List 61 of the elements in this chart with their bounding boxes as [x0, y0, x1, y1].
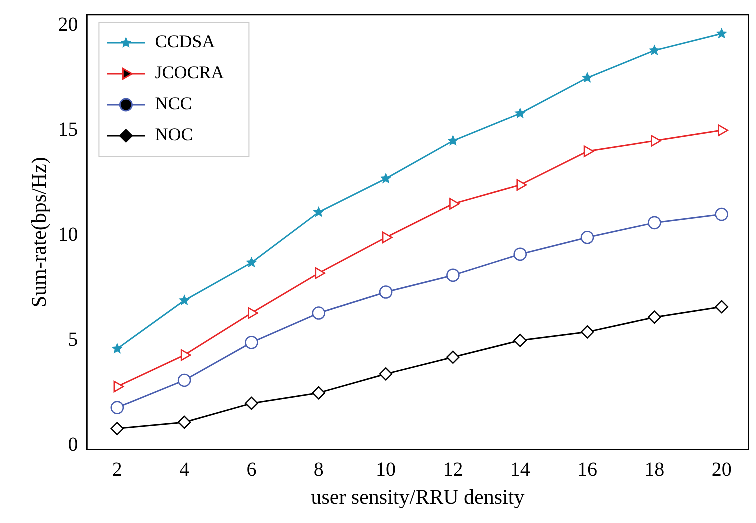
- point: [110, 422, 124, 436]
- point: [446, 268, 460, 282]
- point: [178, 294, 190, 306]
- point: [248, 307, 258, 320]
- point: [180, 349, 192, 362]
- x-tick-label: 8: [314, 459, 324, 482]
- point: [312, 386, 326, 400]
- x-tick-label: 16: [578, 459, 598, 482]
- x-tick-label: 10: [376, 459, 396, 482]
- point: [718, 124, 728, 136]
- point: [651, 135, 662, 147]
- y-tick-label: 20: [58, 14, 78, 36]
- y-tick-label: 5: [68, 328, 78, 351]
- point: [514, 248, 528, 262]
- point: [382, 232, 393, 244]
- x-tick-label: 2: [112, 459, 122, 482]
- point: [379, 286, 393, 299]
- x-tick-label: 14: [510, 459, 530, 482]
- point: [246, 256, 258, 268]
- x-tick-label: 20: [712, 459, 732, 482]
- point: [245, 336, 258, 350]
- point: [648, 310, 662, 324]
- legend-label: NOC: [155, 124, 194, 145]
- y-tick-label: 0: [68, 434, 78, 456]
- point: [315, 268, 326, 280]
- point: [715, 300, 728, 314]
- point: [514, 108, 526, 119]
- point: [446, 350, 460, 364]
- point: [178, 416, 192, 430]
- y-tick-label: 15: [58, 118, 78, 141]
- x-axis-title: user sensity/RRU density: [311, 484, 526, 509]
- legend-label: NCC: [155, 94, 192, 114]
- point: [448, 135, 459, 146]
- x-tick-label: 6: [246, 459, 257, 482]
- point: [582, 72, 594, 83]
- legend-label: JCOCRA: [155, 62, 224, 83]
- legend-label: CCDSA: [155, 32, 216, 52]
- x-tick-label: 18: [644, 459, 665, 482]
- point: [313, 206, 325, 218]
- y-tick-label: 10: [58, 224, 78, 246]
- point: [450, 198, 460, 210]
- point: [312, 306, 326, 320]
- point: [580, 231, 594, 244]
- point: [715, 208, 728, 222]
- point: [379, 368, 393, 381]
- point: [110, 401, 124, 414]
- point: [516, 179, 528, 191]
- point: [245, 396, 258, 410]
- point: [648, 44, 660, 56]
- point: [114, 380, 124, 393]
- point: [580, 326, 594, 339]
- point: [648, 216, 662, 230]
- point: [584, 146, 594, 158]
- point: [716, 28, 728, 39]
- point: [380, 172, 392, 184]
- point: [514, 334, 528, 348]
- point: [112, 342, 124, 354]
- x-tick-label: 4: [180, 459, 190, 482]
- x-tick-label: 12: [443, 459, 464, 482]
- y-axis-title: Sum-rate(bps/Hz): [27, 157, 52, 308]
- point: [178, 374, 192, 388]
